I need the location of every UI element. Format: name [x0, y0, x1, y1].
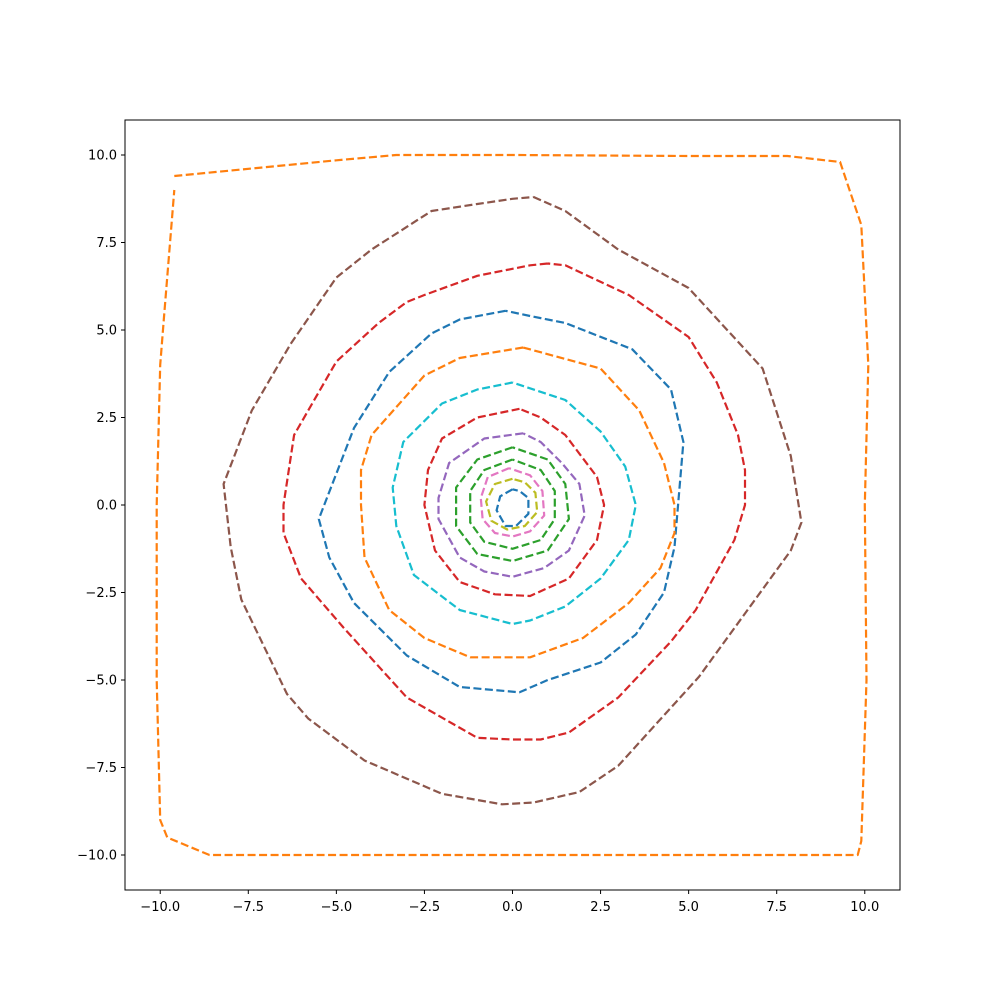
contour-line-7	[423, 407, 606, 598]
contour-line-6	[391, 381, 637, 626]
x-tick-label: 2.5	[590, 900, 611, 915]
x-tick-label: 10.0	[850, 900, 879, 915]
y-tick-label: 10.0	[88, 149, 117, 164]
contour-line-3	[282, 262, 747, 741]
x-tick-label: 7.5	[766, 900, 787, 915]
contour-line-2	[222, 195, 803, 806]
contour-line-1	[155, 153, 870, 857]
x-tick-label: −10.0	[140, 900, 180, 915]
contour-line-8	[437, 432, 586, 578]
contour-line-13	[495, 488, 530, 528]
contour-line-4	[317, 309, 685, 694]
y-tick-label: 5.0	[96, 324, 117, 339]
x-axis: −10.0 −7.5 −5.0 −2.5 0.0 2.5 5.0 7.5 10.0	[140, 890, 879, 915]
y-axis: 10.0 7.5 5.0 2.5 0.0 −2.5 −5.0 −7.5 −10.0	[77, 149, 125, 864]
y-tick-label: 2.5	[96, 411, 117, 426]
contour-line-10	[469, 458, 556, 550]
y-tick-label: −5.0	[85, 674, 117, 689]
contour-line-9	[455, 446, 571, 563]
contour-line-12	[485, 477, 539, 531]
x-tick-label: 0.0	[502, 900, 523, 915]
y-tick-label: 0.0	[96, 499, 117, 514]
contour-line-5	[359, 346, 676, 659]
y-tick-label: 7.5	[96, 236, 117, 251]
x-tick-label: −2.5	[409, 900, 441, 915]
series-layer	[155, 153, 870, 857]
x-tick-label: −7.5	[233, 900, 265, 915]
y-tick-label: −10.0	[77, 849, 117, 864]
y-tick-label: −7.5	[85, 761, 117, 776]
y-tick-label: −2.5	[85, 586, 117, 601]
x-tick-label: −5.0	[321, 900, 353, 915]
contour-line-11	[479, 467, 546, 538]
x-tick-label: 5.0	[678, 900, 699, 915]
